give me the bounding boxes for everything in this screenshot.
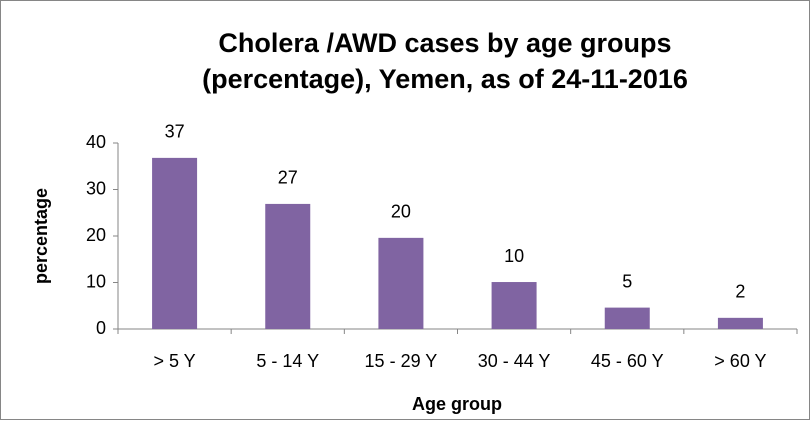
x-tick-label: > 5 Y — [153, 351, 195, 371]
chart-title: Cholera /AWD cases by age groups — [218, 28, 671, 58]
data-label: 20 — [391, 202, 411, 222]
x-axis-label: Age group — [412, 394, 502, 414]
y-tick-label: 10 — [86, 271, 106, 291]
data-label: 2 — [735, 282, 745, 302]
x-tick-label: 5 - 14 Y — [256, 351, 319, 371]
y-axis-label: percentage — [31, 188, 51, 284]
bar — [265, 203, 311, 329]
y-tick-label: 40 — [86, 132, 106, 152]
bar — [152, 157, 198, 329]
bar — [604, 307, 650, 329]
bar — [378, 237, 424, 329]
bar — [491, 282, 537, 329]
x-tick-label: 30 - 44 Y — [478, 351, 551, 371]
data-label: 10 — [504, 246, 524, 266]
data-label: 5 — [622, 271, 632, 291]
x-tick-label: 45 - 60 Y — [591, 351, 664, 371]
y-tick-label: 0 — [96, 318, 106, 338]
bar — [717, 317, 763, 329]
chart-title: (percentage), Yemen, as of 24-11-2016 — [202, 64, 688, 94]
y-tick-label: 20 — [86, 225, 106, 245]
data-label: 37 — [165, 122, 185, 142]
data-label: 27 — [278, 168, 298, 188]
x-tick-label: > 60 Y — [714, 351, 766, 371]
y-tick-label: 30 — [86, 178, 106, 198]
x-tick-label: 15 - 29 Y — [365, 351, 438, 371]
